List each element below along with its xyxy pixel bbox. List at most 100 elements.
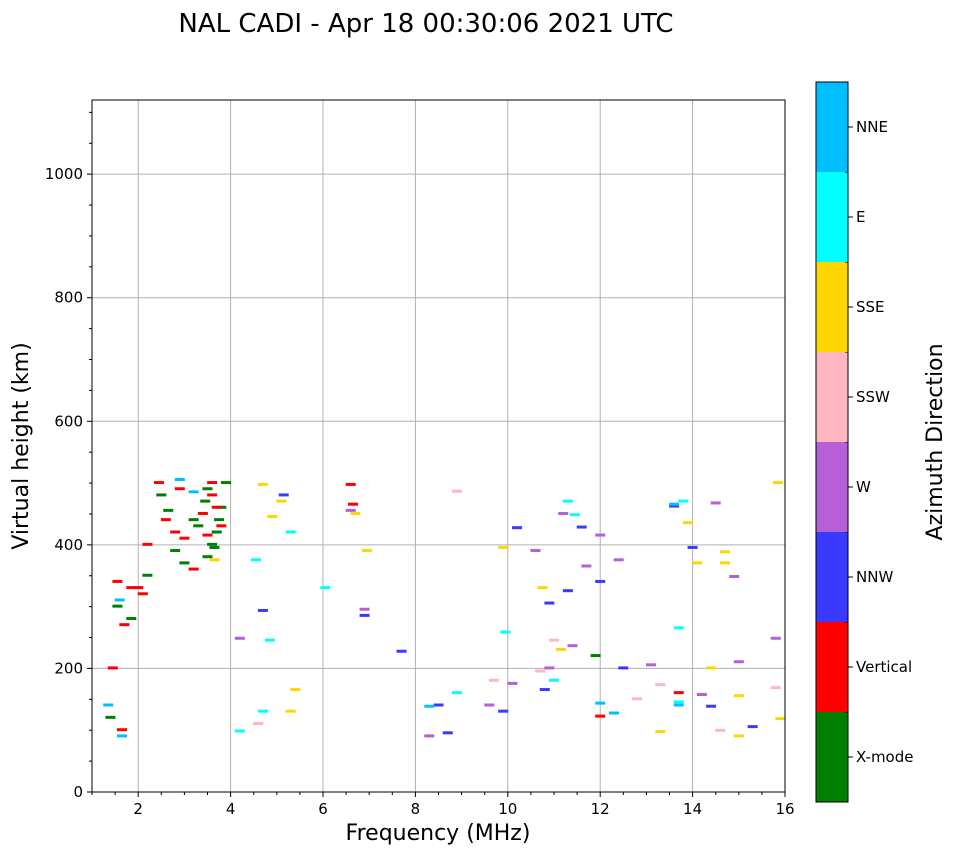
chart-title: NAL CADI - Apr 18 00:30:06 2021 UTC bbox=[178, 9, 673, 39]
echo-point bbox=[359, 607, 370, 611]
echo-point bbox=[126, 586, 137, 590]
echo-point bbox=[188, 490, 199, 494]
series-vertical bbox=[107, 481, 684, 732]
y-tick-label: 800 bbox=[54, 289, 83, 307]
series-sse bbox=[209, 481, 786, 738]
x-tick-label: 8 bbox=[411, 800, 421, 818]
echo-point bbox=[278, 493, 289, 497]
echo-point bbox=[424, 734, 435, 738]
echo-point bbox=[669, 502, 680, 506]
echo-point bbox=[646, 663, 657, 667]
data-points bbox=[103, 477, 786, 738]
echo-point bbox=[618, 666, 629, 670]
echo-point bbox=[451, 489, 462, 493]
colorbar-frame bbox=[815, 81, 849, 803]
echo-point bbox=[290, 688, 301, 692]
echo-point bbox=[775, 717, 786, 721]
echo-point bbox=[179, 536, 190, 540]
echo-point bbox=[530, 549, 541, 553]
colorbar-swatch-nnw bbox=[816, 532, 848, 622]
x-tick-label: 10 bbox=[498, 800, 517, 818]
echo-point bbox=[442, 731, 453, 735]
echo-point bbox=[174, 487, 185, 491]
echo-point bbox=[142, 573, 153, 577]
echo-point bbox=[264, 638, 275, 642]
echo-point bbox=[348, 502, 359, 506]
echo-point bbox=[276, 499, 287, 503]
echo-point bbox=[595, 701, 606, 705]
echo-point bbox=[544, 666, 555, 670]
echo-point bbox=[770, 686, 781, 690]
series-x-mode bbox=[105, 481, 601, 719]
echo-point bbox=[234, 636, 245, 640]
echo-point bbox=[112, 579, 123, 583]
echo-point bbox=[569, 513, 580, 517]
echo-point bbox=[613, 558, 624, 562]
echo-point bbox=[498, 545, 509, 549]
echo-point bbox=[595, 533, 606, 537]
echo-point bbox=[257, 709, 268, 713]
echo-point bbox=[174, 477, 185, 481]
echo-point bbox=[424, 704, 435, 708]
echo-point bbox=[133, 586, 144, 590]
echo-point bbox=[207, 481, 218, 485]
echo-point bbox=[142, 542, 153, 546]
colorbar-label-x-mode: X-mode bbox=[856, 748, 913, 766]
x-tick-label: 16 bbox=[775, 800, 794, 818]
echo-point bbox=[484, 703, 495, 707]
x-tick-label: 14 bbox=[683, 800, 702, 818]
colorbar-label-e: E bbox=[856, 208, 865, 226]
echo-point bbox=[107, 666, 118, 670]
echo-point bbox=[170, 530, 181, 534]
echo-point bbox=[188, 567, 199, 571]
series-w bbox=[234, 501, 781, 738]
echo-point bbox=[715, 728, 726, 732]
echo-point bbox=[696, 692, 707, 696]
echo-point bbox=[692, 561, 703, 565]
echo-point bbox=[595, 714, 606, 718]
echo-point bbox=[655, 730, 666, 734]
colorbar-label-nnw: NNW bbox=[856, 568, 893, 586]
echo-point bbox=[257, 482, 268, 486]
x-axis-label: Frequency (MHz) bbox=[346, 821, 531, 846]
echo-point bbox=[655, 683, 666, 687]
echo-point bbox=[359, 613, 370, 617]
echo-point bbox=[669, 504, 680, 508]
colorbar-swatch-nne bbox=[816, 82, 848, 172]
echo-point bbox=[562, 589, 573, 593]
echo-point bbox=[202, 555, 213, 559]
x-tick-label: 4 bbox=[226, 800, 236, 818]
echo-point bbox=[126, 617, 137, 620]
echo-point bbox=[576, 525, 587, 529]
echo-point bbox=[103, 703, 114, 707]
colorbar-swatch-vertical bbox=[816, 622, 848, 712]
echo-point bbox=[773, 481, 784, 485]
echo-point bbox=[451, 691, 462, 695]
echo-point bbox=[555, 647, 566, 651]
echo-point bbox=[160, 518, 171, 522]
echo-point bbox=[539, 688, 550, 692]
echo-point bbox=[117, 734, 128, 738]
echo-point bbox=[117, 728, 128, 732]
echo-point bbox=[678, 499, 689, 503]
y-tick-label: 200 bbox=[54, 659, 83, 677]
echo-point bbox=[609, 711, 620, 715]
echo-point bbox=[537, 586, 548, 590]
azimuth-colorbar: X-mode Vertical NNW W SSW SSE E NNE bbox=[815, 81, 913, 803]
echo-point bbox=[211, 530, 222, 534]
echo-point bbox=[267, 515, 278, 519]
echo-point bbox=[202, 533, 213, 537]
y-axis-label: Virtual height (km) bbox=[9, 342, 34, 549]
echo-point bbox=[257, 608, 268, 612]
echo-point bbox=[188, 518, 199, 522]
echo-point bbox=[558, 511, 569, 515]
colorbar-label-w: W bbox=[856, 478, 871, 496]
echo-point bbox=[562, 499, 573, 503]
echo-point bbox=[193, 524, 204, 528]
echo-point bbox=[581, 564, 592, 568]
echo-point bbox=[361, 549, 372, 553]
echo-point bbox=[682, 521, 693, 525]
echo-point bbox=[719, 550, 730, 554]
echo-point bbox=[119, 623, 130, 627]
